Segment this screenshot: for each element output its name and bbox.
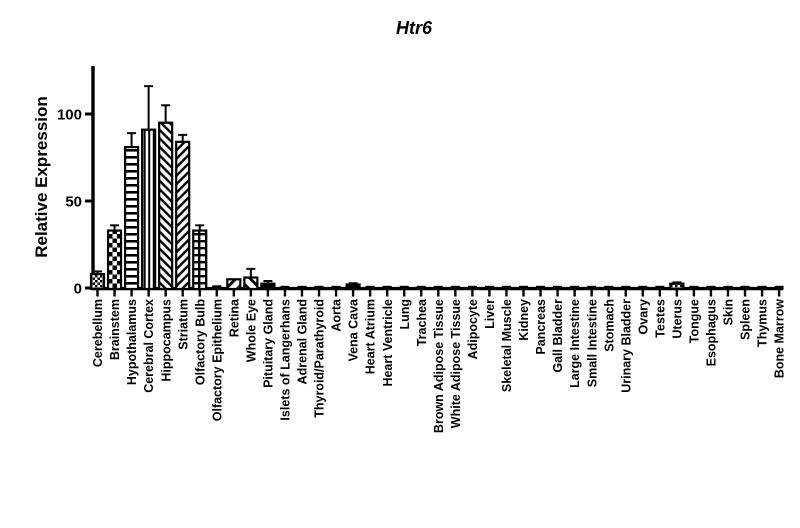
- bar-thymus: [757, 285, 767, 290]
- x-tick-label-thymus: Thymus: [756, 299, 770, 347]
- bar-spleen: [740, 285, 750, 290]
- y-tick-label: 100: [57, 107, 82, 124]
- x-tick-label-stomach: Stomach: [602, 299, 616, 352]
- x-tick-label-large-intestine: Large Intestine: [568, 299, 582, 388]
- bar-islets-of-langerhans: [280, 285, 290, 290]
- x-tick-label-brown-adipose-tissue: Brown Adipose Tissue: [432, 299, 446, 433]
- x-tick-label-aorta: Aorta: [330, 298, 344, 332]
- x-tick-label-lung: Lung: [398, 299, 412, 330]
- y-tick-label: 50: [65, 194, 82, 211]
- bar-liver: [484, 285, 494, 290]
- x-tick-label-retina: Retina: [227, 298, 241, 337]
- bar-large-intestine: [570, 285, 580, 290]
- x-tick-label-hippocampus: Hippocampus: [159, 299, 173, 382]
- x-tick-label-kidney: Kidney: [517, 299, 531, 341]
- x-tick-label-islets-of-langerhans: Islets of Langerhans: [279, 299, 293, 421]
- bar-brown-adipose-tissue: [433, 285, 443, 290]
- bar-hippocampus: [158, 121, 174, 291]
- x-tick-label-bone-marrow: Bone Marrow: [773, 299, 787, 378]
- bar-bone-marrow: [774, 285, 784, 290]
- x-tick-label-gall-bladder: Gall Bladder: [551, 299, 565, 373]
- x-tick-label-tongue: Tongue: [688, 299, 702, 343]
- bar-thyroid-parathyroid: [314, 285, 324, 290]
- x-tick-label-white-adipose-tissue: White Adipose Tissue: [449, 299, 463, 428]
- x-tick-label-brainstem: Brainstem: [108, 299, 122, 360]
- x-tick-label-heart-atrium: Heart Atrium: [364, 299, 378, 374]
- bar-olfactory-epithelium: [212, 285, 222, 290]
- x-tick-label-urinary-bladder: Urinary Bladder: [619, 299, 633, 393]
- bar-skeletal-muscle: [501, 285, 511, 290]
- bar-hypothalamus: [123, 145, 140, 291]
- x-tick-label-adipocyte: Adipocyte: [466, 299, 480, 359]
- x-tick-label-thyroid-parathyroid: Thyroid/Parathyroid: [313, 299, 327, 418]
- x-tick-label-cerebellum: Cerebellum: [91, 299, 105, 367]
- x-tick-label-cerebral-cortex: Cerebral Cortex: [142, 299, 156, 393]
- x-tick-label-uterus: Uterus: [670, 299, 684, 339]
- bar-whole-eye: [243, 276, 259, 291]
- x-tick-label-skin: Skin: [722, 299, 736, 325]
- x-tick-label-esophagus: Esophagus: [705, 299, 719, 366]
- bar-brainstem: [106, 229, 123, 291]
- bar-pituitary-gland: [260, 282, 276, 291]
- y-tick-label: 0: [74, 281, 82, 298]
- bar-striatum: [175, 140, 191, 291]
- x-tick-label-heart-ventricle: Heart Ventricle: [381, 299, 395, 387]
- x-tick-label-ovary: Ovary: [636, 299, 650, 334]
- bar-cerebral-cortex: [141, 128, 157, 291]
- bar-white-adipose-tissue: [450, 285, 460, 290]
- x-tick-label-trachea: Trachea: [415, 298, 429, 346]
- x-tick-label-liver: Liver: [483, 299, 497, 329]
- x-tick-label-whole-eye: Whole Eye: [244, 299, 258, 362]
- x-tick-label-small-intestine: Small Intestine: [585, 299, 599, 387]
- bar-heart-atrium: [365, 285, 375, 290]
- bar-pancreas: [536, 285, 546, 290]
- bar-heart-ventricle: [382, 285, 392, 290]
- bar-small-intestine: [587, 285, 597, 290]
- bar-tongue: [689, 285, 699, 290]
- x-tick-label-pituitary-gland: Pituitary Gland: [262, 299, 276, 388]
- x-tick-label-testes: Testes: [653, 299, 667, 338]
- chart-title: Htr6: [395, 18, 433, 38]
- x-tick-label-adrenal-gland: Adrenal Gland: [296, 299, 310, 384]
- bar-retina: [226, 278, 242, 291]
- bar-lung: [399, 285, 409, 290]
- bar-testes: [655, 285, 665, 290]
- bar-olfactory-bulb: [192, 229, 208, 291]
- bar-stomach: [604, 285, 614, 290]
- x-tick-label-striatum: Striatum: [176, 299, 190, 350]
- bar-vena-cava: [345, 283, 361, 291]
- bar-aorta: [331, 285, 341, 290]
- x-tick-label-spleen: Spleen: [739, 299, 753, 340]
- x-tick-label-vena-cava: Vena Cava: [347, 298, 361, 362]
- bar-adipocyte: [467, 285, 477, 290]
- x-tick-label-olfactory-bulb: Olfactory Bulb: [193, 299, 207, 385]
- bar-trachea: [416, 285, 426, 290]
- bar-uterus: [669, 282, 685, 291]
- bar-kidney: [519, 285, 528, 290]
- bar-esophagus: [706, 285, 716, 290]
- x-tick-label-olfactory-epithelium: Olfactory Epithelium: [210, 299, 224, 421]
- bar-adrenal-gland: [297, 285, 307, 290]
- y-axis-title: Relative Expression: [32, 96, 51, 258]
- bar-skin: [723, 285, 733, 290]
- bar-gall-bladder: [553, 285, 563, 290]
- bar-cerebellum: [89, 272, 106, 291]
- x-tick-label-skeletal-muscle: Skeletal Muscle: [500, 299, 514, 392]
- x-tick-label-hypothalamus: Hypothalamus: [125, 299, 139, 385]
- bar-ovary: [638, 285, 648, 290]
- bar-urinary-bladder: [621, 285, 631, 290]
- x-tick-label-pancreas: Pancreas: [534, 299, 548, 355]
- plot-area: 0 50 100 Cerebellum Brainstem Hypothalamus Cer…: [57, 66, 787, 433]
